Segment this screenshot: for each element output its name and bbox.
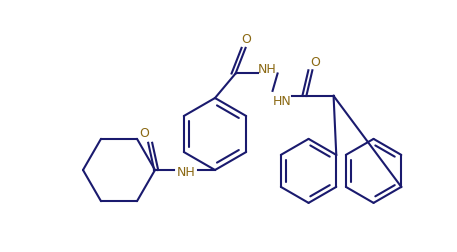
Text: O: O xyxy=(242,33,251,46)
Text: O: O xyxy=(310,56,320,69)
Text: NH: NH xyxy=(177,166,196,178)
Text: NH: NH xyxy=(258,63,277,76)
Text: HN: HN xyxy=(273,96,292,108)
Text: O: O xyxy=(139,127,149,140)
